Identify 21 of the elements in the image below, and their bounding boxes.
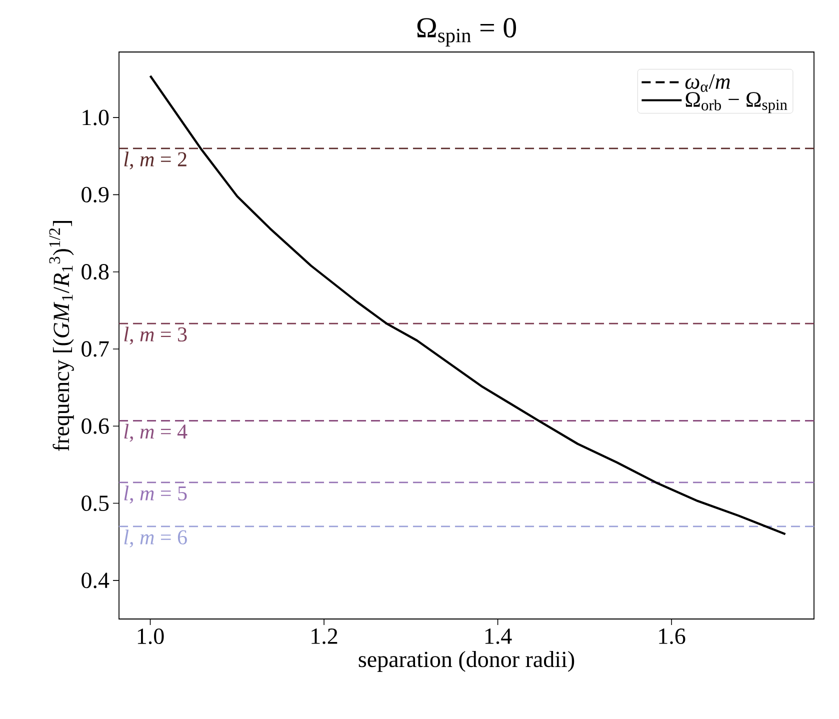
chart-title: Ω$_{spin}$ = 0 xyxy=(417,18,516,46)
y-tick-label: 1.0 xyxy=(82,110,109,126)
annotation: l, m = 5 xyxy=(124,486,187,504)
annotation: l, m = 2 xyxy=(124,152,186,170)
x-tick-label: 1.4 xyxy=(485,628,512,644)
y-tick-label: 0.6 xyxy=(82,418,109,434)
legend-label: Ω$_{orb}$ − Ω$_{spin}$ xyxy=(686,92,788,114)
y-tick-label: 0.5 xyxy=(82,495,109,512)
y-tick-label: 0.8 xyxy=(82,264,109,280)
annotation: l, m = 4 xyxy=(124,424,188,442)
x-tick-label: 1.6 xyxy=(659,628,686,644)
legend-label: ω$_{α}$/m xyxy=(685,74,730,92)
annotation: l, m = 6 xyxy=(124,530,187,548)
x-tick-label: 1.2 xyxy=(312,628,338,644)
y-tick-label: 0.4 xyxy=(82,572,110,588)
y-tick-label: 0.9 xyxy=(82,186,109,203)
annotation: l, m = 3 xyxy=(124,326,187,345)
x-axis-title: separation (donor radii) xyxy=(358,650,574,672)
y-tick-label: 0.7 xyxy=(82,341,109,357)
text: frequency [(GM$_{1}$/R$_{1}$$^{3}$)$^{1/2}$] xyxy=(49,221,74,451)
x-tick-label: 1.0 xyxy=(138,628,164,644)
